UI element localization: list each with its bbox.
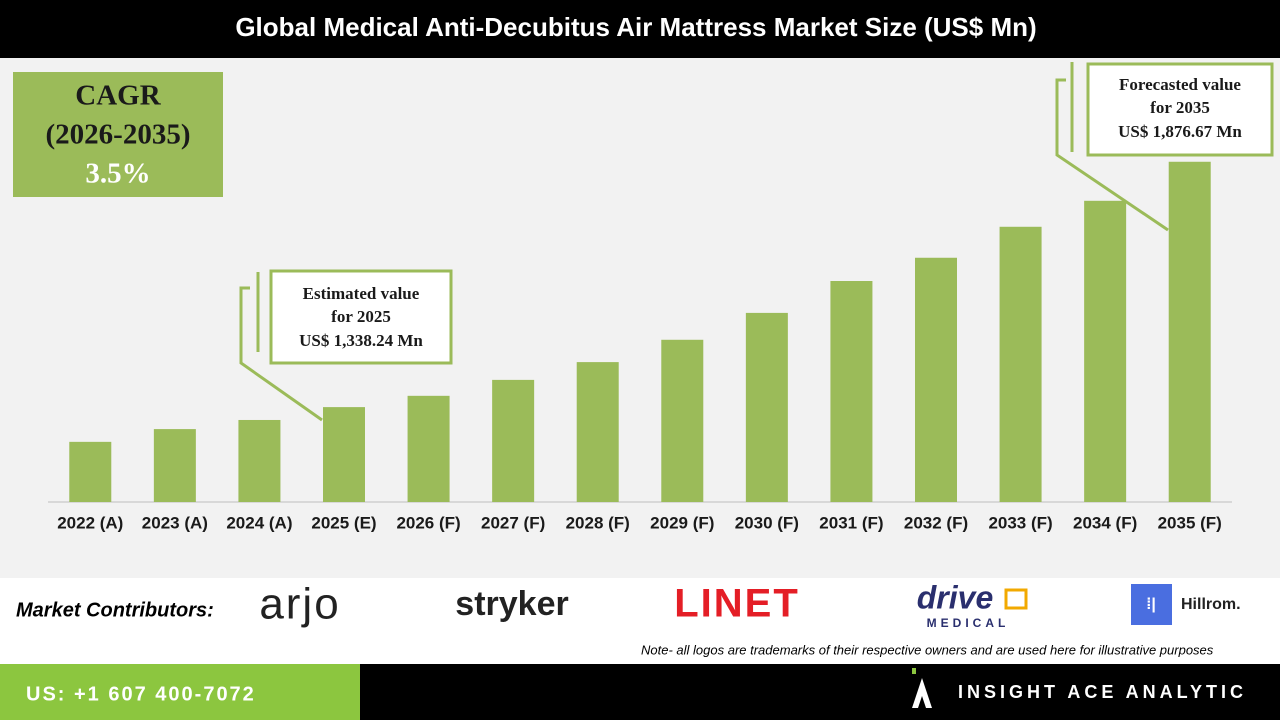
- annotation-line: Estimated value: [303, 284, 420, 303]
- callout-box: [269, 269, 453, 365]
- x-tick-label: 2026 (F): [396, 513, 460, 532]
- x-tick-label: 2022 (A): [57, 513, 123, 532]
- logo-drive: drive: [917, 579, 993, 615]
- brand-icon-dot: [912, 668, 916, 674]
- cagr-box: [13, 72, 223, 197]
- x-tick-label: 2025 (E): [311, 513, 376, 532]
- cagr-period: (2026-2035): [46, 119, 191, 151]
- annotation-line: US$ 1,338.24 Mn: [299, 331, 423, 350]
- bar: [915, 257, 957, 502]
- x-tick-label: 2027 (F): [481, 513, 545, 532]
- logo-hillrom: Hillrom.: [1181, 596, 1241, 613]
- logo-linet: LINET: [674, 582, 800, 626]
- bar: [407, 395, 450, 502]
- logo-drive-mark: [1004, 588, 1028, 610]
- footer-brand: INSIGHT ACE ANALYTIC: [958, 682, 1247, 702]
- annotations: Estimated value for 2025 US$ 1,338.24 Mn…: [299, 75, 1242, 350]
- x-tick-label: 2029 (F): [650, 513, 714, 532]
- annotation-line: for 2025: [331, 307, 391, 326]
- x-tick-label: 2031 (F): [819, 513, 883, 532]
- annotation-line: for 2035: [1150, 98, 1210, 117]
- footer-phone: US: +1 607 400-7072: [26, 683, 256, 705]
- x-tick-label: 2034 (F): [1073, 513, 1137, 532]
- bar: [69, 441, 112, 502]
- callout-pointer: [239, 286, 323, 422]
- bar: [323, 407, 365, 502]
- logo-stryker: stryker: [455, 585, 568, 623]
- bar: [238, 419, 281, 502]
- x-tick-label: 2032 (F): [904, 513, 968, 532]
- note: Note- all logos are trademarks of their …: [641, 642, 1214, 657]
- callout-pointer: [1055, 78, 1169, 232]
- footer-phone-box: [0, 664, 360, 720]
- bar: [830, 281, 873, 502]
- contributors-label: Market Contributors:: [16, 599, 214, 621]
- x-tick-label: 2024 (A): [226, 513, 292, 532]
- bar: [999, 226, 1042, 502]
- bar-chart: 2022 (A) 2023 (A) 2024 (A) 2025 (E) 2026 (F)…: [57, 161, 1222, 532]
- bar: [576, 362, 619, 502]
- bar: [661, 339, 704, 502]
- x-tick-label: 2030 (F): [735, 513, 799, 532]
- x-tick-label: 2035 (F): [1158, 513, 1222, 532]
- logo-hillrom-mark: [1131, 584, 1172, 625]
- annotation-line: Forecasted value: [1119, 75, 1241, 94]
- x-tick-label: 2023 (A): [142, 513, 208, 532]
- bar: [745, 312, 788, 502]
- logo-medical: MEDICAL: [927, 616, 1010, 630]
- cagr-value: 3.5%: [85, 158, 150, 190]
- title: Global Medical Anti-Decubitus Air Mattre…: [235, 12, 1036, 42]
- bar: [1168, 161, 1211, 502]
- bar: [153, 429, 196, 502]
- callout-box: [1086, 62, 1274, 157]
- bar: [1084, 200, 1127, 502]
- logo-arjo: arjo: [259, 580, 340, 629]
- x-tick-label: 2028 (F): [566, 513, 630, 532]
- bar: [492, 379, 535, 502]
- title-bar: [0, 0, 1280, 58]
- x-tick-label: 2033 (F): [988, 513, 1052, 532]
- cagr-label: CAGR: [75, 80, 161, 112]
- callouts: [239, 62, 1274, 422]
- brand-icon: [912, 678, 932, 708]
- annotation-line: US$ 1,876.67 Mn: [1118, 122, 1242, 141]
- logo-hillrom-icon: ⁞|: [1146, 596, 1156, 613]
- footer-brand-box: [360, 664, 1280, 720]
